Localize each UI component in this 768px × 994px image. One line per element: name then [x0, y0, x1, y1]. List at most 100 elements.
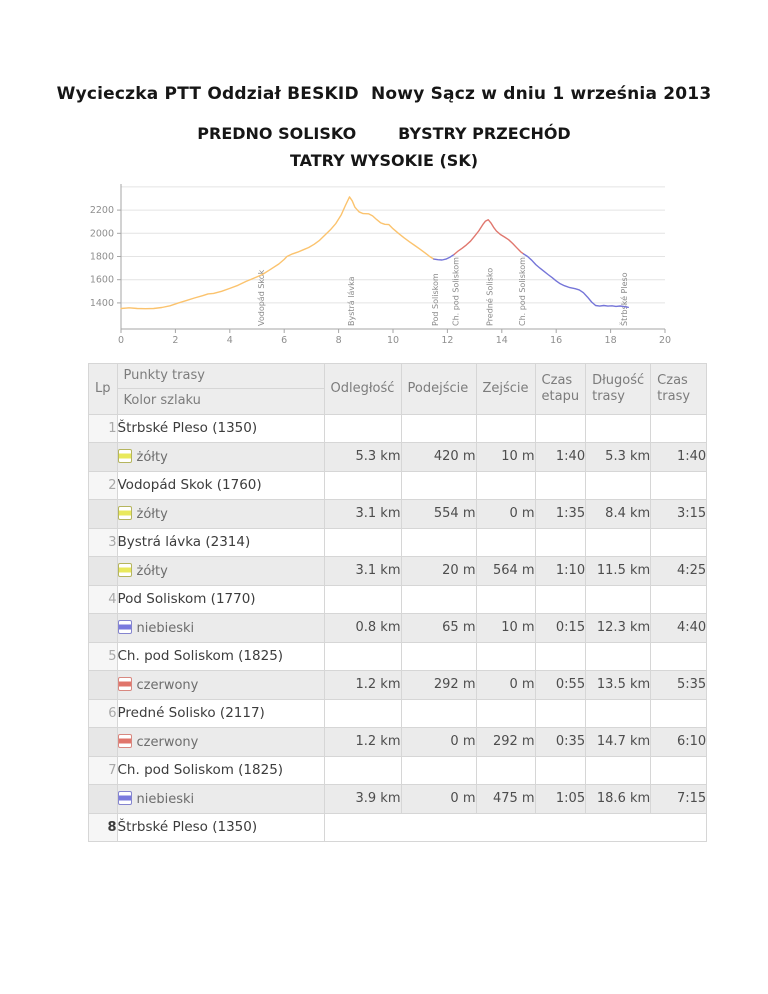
table-row-segment: niebieski 3.9 km 0 m 475 m 1:05 18.6 km 7:15: [88, 783, 708, 814]
cell-odleglosc: 3.9 km: [323, 783, 402, 814]
trail-color-label: żółty: [136, 563, 168, 579]
page-subtitle: PREDNO SOLISKO BYSTRY PRZECHÓD: [0, 124, 768, 143]
cell-podejscie: 554 m: [400, 498, 477, 529]
route-point-name: Štrbské Pleso (1350): [116, 812, 325, 842]
row-number: 4: [88, 584, 118, 614]
cell-czas_etapu: 1:05: [534, 783, 587, 814]
cell-dlugosc: 14.7 km: [585, 726, 652, 757]
route-table-header: Lp Punkty trasy Odległość Podejście Zejś…: [88, 362, 708, 415]
cell-odleglosc: 0.8 km: [323, 612, 402, 643]
cell-czas_etapu: 1:40: [534, 441, 587, 472]
row-number: 3: [88, 527, 118, 557]
header-czas-trasy: Czas trasy: [650, 363, 708, 415]
blue-trail-segment-2: [522, 253, 629, 309]
cell-czas_trasy: 1:40: [650, 441, 708, 472]
route-point-name: Ch. pod Soliskom (1825): [116, 641, 325, 671]
cell-podejscie: 292 m: [400, 669, 477, 700]
cell-czas_trasy: 4:25: [650, 555, 708, 586]
row-number: 2: [88, 470, 118, 500]
trail-color-cell: niebieski: [116, 783, 325, 814]
trail-color-label: czerwony: [136, 677, 199, 693]
cell-czas_trasy: 5:35: [650, 669, 708, 700]
table-row-point: 3 Bystrá lávka (2314): [88, 527, 708, 557]
x-tick-label: 18: [605, 335, 617, 346]
red-trail-segment: [453, 219, 525, 256]
cell-dlugosc: 18.6 km: [585, 783, 652, 814]
cell-czas_trasy: 6:10: [650, 726, 708, 757]
page-subtitle-region: TATRY WYSOKIE (SK): [289, 151, 479, 170]
elevation-profile-svg: 1400 1600 1800 2000 2200 0 2 4 6 8 10 12 14 16 18 20 Vod…: [90, 184, 671, 346]
cell-dlugosc: 13.5 km: [585, 669, 652, 700]
cell-dlugosc: 12.3 km: [585, 612, 652, 643]
row-number: 1: [88, 413, 118, 443]
trail-color-cell: żółty: [116, 441, 325, 472]
route-table: Lp Punkty trasy Odległość Podejście Zejś…: [88, 362, 708, 842]
waypoint-label: Predné Solisko: [485, 268, 495, 326]
waypoint-label: Pod Soliskom: [431, 273, 440, 326]
x-tick-label: 8: [336, 335, 342, 346]
header-kolor-szlaku: Kolor szlaku: [116, 388, 325, 415]
table-row-point: 2 Vodopád Skok (1760): [88, 470, 708, 500]
route-table-body: 1 Štrbské Pleso (1350) żółty 5.3 km 420 m 10 …: [88, 413, 708, 842]
waypoint-label: Ch. pod Soliskom: [452, 257, 461, 326]
route-point-name: Štrbské Pleso (1350): [116, 413, 325, 443]
elevation-profile-chart: 1400 1600 1800 2000 2200 0 2 4 6 8 10 12 14 16 18 20 Vod…: [80, 180, 690, 350]
cell-dlugosc: 5.3 km: [585, 441, 652, 472]
cell-dlugosc: 8.4 km: [585, 498, 652, 529]
table-row-point: 8 Štrbské Pleso (1350): [88, 812, 708, 842]
trail-color-label: czerwony: [136, 734, 199, 750]
table-row-segment: żółty 3.1 km 20 m 564 m 1:10 11.5 km 4:25: [88, 555, 708, 586]
x-tick-label: 0: [118, 335, 124, 346]
red-trail-marking-icon: [118, 733, 132, 748]
cell-podejscie: 65 m: [400, 612, 477, 643]
cell-zejscie: 10 m: [475, 612, 536, 643]
header-dlugosc-trasy: Długość trasy: [585, 363, 652, 415]
cell-odleglosc: 3.1 km: [323, 498, 402, 529]
trail-color-label: żółty: [136, 449, 168, 465]
cell-podejscie: 420 m: [400, 441, 477, 472]
x-tick-label: 12: [441, 335, 453, 346]
y-tick-label: 1800: [90, 252, 114, 263]
cell-odleglosc: 1.2 km: [323, 669, 402, 700]
cell-zejscie: 292 m: [475, 726, 536, 757]
x-tick-label: 14: [496, 335, 508, 346]
cell-czas_trasy: 3:15: [650, 498, 708, 529]
route-point-name: Vodopád Skok (1760): [116, 470, 325, 500]
cell-czas_trasy: 4:40: [650, 612, 708, 643]
cell-czas_etapu: 1:35: [534, 498, 587, 529]
cell-dlugosc: 11.5 km: [585, 555, 652, 586]
table-row-point: 4 Pod Soliskom (1770): [88, 584, 708, 614]
y-tick-label: 1600: [90, 275, 114, 286]
waypoint-label: Štrbské Pleso: [618, 272, 629, 326]
x-tick-label: 6: [281, 335, 287, 346]
blue-trail-segment-1: [433, 253, 455, 261]
x-tick-label: 10: [387, 335, 399, 346]
subtitle-right: BYSTRY PRZECHÓD: [398, 124, 571, 143]
subtitle-left: PREDNO SOLISKO: [197, 124, 357, 143]
cell-zejscie: 0 m: [475, 498, 536, 529]
cell-zejscie: 564 m: [475, 555, 536, 586]
trail-color-label: niebieski: [136, 620, 195, 636]
route-point-name: Bystrá lávka (2314): [116, 527, 325, 557]
cell-czas_etapu: 0:35: [534, 726, 587, 757]
blue-trail-marking-icon: [118, 619, 132, 634]
cell-odleglosc: 5.3 km: [323, 441, 402, 472]
y-tick-label: 2000: [90, 228, 114, 239]
yellow-trail-marking-icon: [118, 562, 132, 577]
cell-czas_trasy: 7:15: [650, 783, 708, 814]
red-trail-marking-icon: [118, 676, 132, 691]
table-row-point: 1 Štrbské Pleso (1350): [88, 413, 708, 443]
y-tick-label: 2200: [90, 205, 114, 216]
x-tick-label: 4: [227, 335, 233, 346]
table-row-point: 5 Ch. pod Soliskom (1825): [88, 641, 708, 671]
cell-podejscie: 20 m: [400, 555, 477, 586]
trail-color-label: niebieski: [136, 791, 195, 807]
x-tick-label: 16: [550, 335, 562, 346]
cell-czas_etapu: 0:55: [534, 669, 587, 700]
cell-podejscie: 0 m: [400, 726, 477, 757]
trail-color-cell: żółty: [116, 498, 325, 529]
cell-odleglosc: 3.1 km: [323, 555, 402, 586]
row-number: 6: [88, 698, 118, 728]
cell-zejscie: 10 m: [475, 441, 536, 472]
